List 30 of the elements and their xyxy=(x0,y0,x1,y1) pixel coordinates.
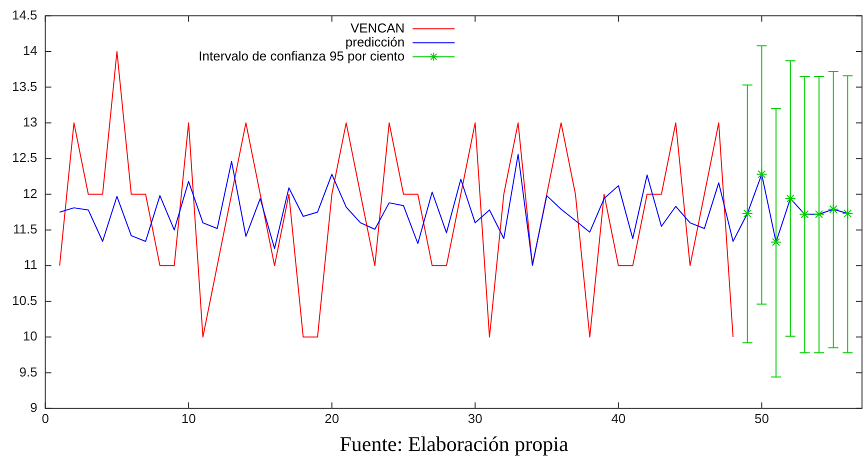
legend-label: predicción xyxy=(345,34,405,50)
point xyxy=(770,236,782,248)
x-tick-label: 10 xyxy=(181,410,196,426)
y-tick-label: 12.5 xyxy=(12,150,38,166)
y-tick-label: 10 xyxy=(22,328,38,344)
point xyxy=(814,208,825,220)
point xyxy=(784,193,796,204)
y-tick-label: 10.5 xyxy=(12,292,38,308)
y-tick-label: 14.5 xyxy=(12,7,38,22)
y-tick-label: 12 xyxy=(22,186,38,201)
y-tick-label: 11 xyxy=(24,257,38,272)
y-tick-label: 13.5 xyxy=(12,78,38,94)
x-tick-label: 0 xyxy=(42,410,49,426)
y-tick-label: 14 xyxy=(22,43,38,58)
y-tick-label: 9 xyxy=(30,400,38,415)
x-tick-label: 40 xyxy=(611,410,626,426)
x-tick-label: 20 xyxy=(324,410,340,426)
y-tick-label: 9.5 xyxy=(19,364,38,380)
source-note: Fuente: Elaboración propia xyxy=(338,432,570,457)
point xyxy=(756,168,768,180)
point xyxy=(742,208,753,220)
point xyxy=(799,208,810,220)
x-tick-label: 50 xyxy=(754,410,769,426)
y-tick-label: 13 xyxy=(22,114,38,130)
legend-label: VENCAN xyxy=(350,20,405,36)
x-tick-label: 30 xyxy=(468,410,482,426)
point xyxy=(842,208,854,220)
y-tick-label: 11.5 xyxy=(12,222,38,237)
point xyxy=(828,204,839,215)
legend-label: Intervalo de confianza 95 por ciento xyxy=(198,48,405,64)
